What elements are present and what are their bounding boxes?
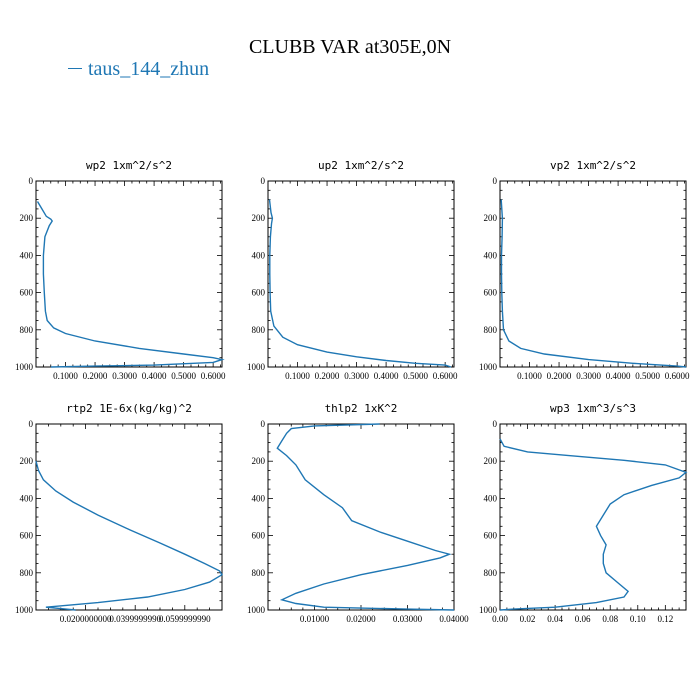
plot-title: wp2 1xm^2/s^2 [86,159,172,172]
plot-frame [499,180,687,368]
legend-line-swatch [68,67,82,69]
x-tick-label: 0.04000 [439,614,469,624]
y-tick-label: 800 [252,568,266,578]
plot-frame [267,180,455,368]
y-tick-label: 800 [252,325,266,335]
x-tick-label: 0.04 [547,614,563,624]
y-tick-label: 400 [20,493,34,503]
x-tick-label: 0.6000 [433,371,458,381]
y-tick-label: 1000 [247,605,266,615]
x-tick-label: 0.4000 [606,371,631,381]
y-tick-label: 400 [20,250,34,260]
series-line [268,199,452,368]
x-tick-label: 0.1000 [285,371,310,381]
plot-frame [35,423,223,611]
y-tick-label: 400 [484,250,498,260]
x-tick-label: 0.02000 [346,614,376,624]
y-tick-label: 0 [261,419,266,429]
plot-title: wp3 1xm^3/s^3 [550,402,636,415]
legend-label: taus_144_zhun [88,58,210,80]
plot-title: up2 1xm^2/s^2 [318,159,404,172]
y-tick-label: 400 [252,250,266,260]
y-tick-label: 600 [252,288,266,298]
plot-frame [267,423,455,611]
y-tick-label: 600 [20,531,34,541]
y-tick-label: 1000 [15,605,34,615]
y-tick-label: 200 [252,213,266,223]
x-tick-label: 0.0399999990 [109,614,161,624]
series-line [35,461,223,611]
series-line [499,438,688,611]
x-tick-label: 0.2000 [315,371,340,381]
plot-title: thlp2 1xK^2 [325,402,398,415]
y-tick-label: 0 [261,176,266,186]
y-tick-label: 800 [484,568,498,578]
x-tick-label: 0.2000 [83,371,108,381]
x-tick-label: 0.6000 [201,371,226,381]
x-tick-label: 0.1000 [517,371,542,381]
y-tick-label: 600 [484,531,498,541]
legend: taus_144_zhun [68,58,209,81]
x-tick-label: 0.3000 [112,371,137,381]
y-tick-label: 1000 [479,605,498,615]
y-tick-label: 1000 [15,362,34,372]
y-tick-label: 800 [20,568,34,578]
y-tick-label: 600 [252,531,266,541]
y-tick-label: 0 [493,176,498,186]
y-tick-label: 200 [20,213,34,223]
x-tick-label: 0.5000 [403,371,428,381]
y-tick-label: 0 [29,419,34,429]
plot-title: vp2 1xm^2/s^2 [550,159,636,172]
y-tick-label: 0 [493,419,498,429]
x-tick-label: 0.06 [575,614,591,624]
x-tick-label: 0.0200000000 [60,614,112,624]
plot-title: rtp2 1E-6x(kg/kg)^2 [66,402,192,415]
x-tick-label: 0.3000 [576,371,601,381]
series-line [500,199,687,368]
x-tick-label: 0.00 [492,614,508,624]
x-tick-label: 0.1000 [53,371,78,381]
y-tick-label: 200 [20,456,34,466]
series-line [276,423,455,611]
y-tick-label: 200 [252,456,266,466]
y-tick-label: 400 [484,493,498,503]
x-tick-label: 0.02 [520,614,536,624]
y-tick-label: 200 [484,456,498,466]
y-tick-label: 1000 [247,362,266,372]
page-title: CLUBB VAR at305E,0N [248,36,452,58]
x-tick-label: 0.6000 [665,371,690,381]
x-tick-label: 0.03000 [393,614,423,624]
x-tick-label: 0.0599999990 [159,614,211,624]
y-tick-label: 600 [484,288,498,298]
y-tick-label: 1000 [479,362,498,372]
plot-frame [35,180,223,368]
x-tick-label: 0.12 [657,614,673,624]
x-tick-label: 0.2000 [547,371,572,381]
x-tick-label: 0.5000 [635,371,660,381]
y-tick-label: 800 [20,325,34,335]
x-tick-label: 0.08 [602,614,618,624]
x-tick-label: 0.01000 [300,614,330,624]
y-tick-label: 400 [252,493,266,503]
series-line [36,201,225,368]
x-tick-label: 0.3000 [344,371,369,381]
x-tick-label: 0.4000 [374,371,399,381]
y-tick-label: 200 [484,213,498,223]
y-tick-label: 800 [484,325,498,335]
y-tick-label: 600 [20,288,34,298]
y-tick-label: 0 [29,176,34,186]
x-tick-label: 0.10 [630,614,646,624]
x-tick-label: 0.4000 [142,371,167,381]
x-tick-label: 0.5000 [171,371,196,381]
